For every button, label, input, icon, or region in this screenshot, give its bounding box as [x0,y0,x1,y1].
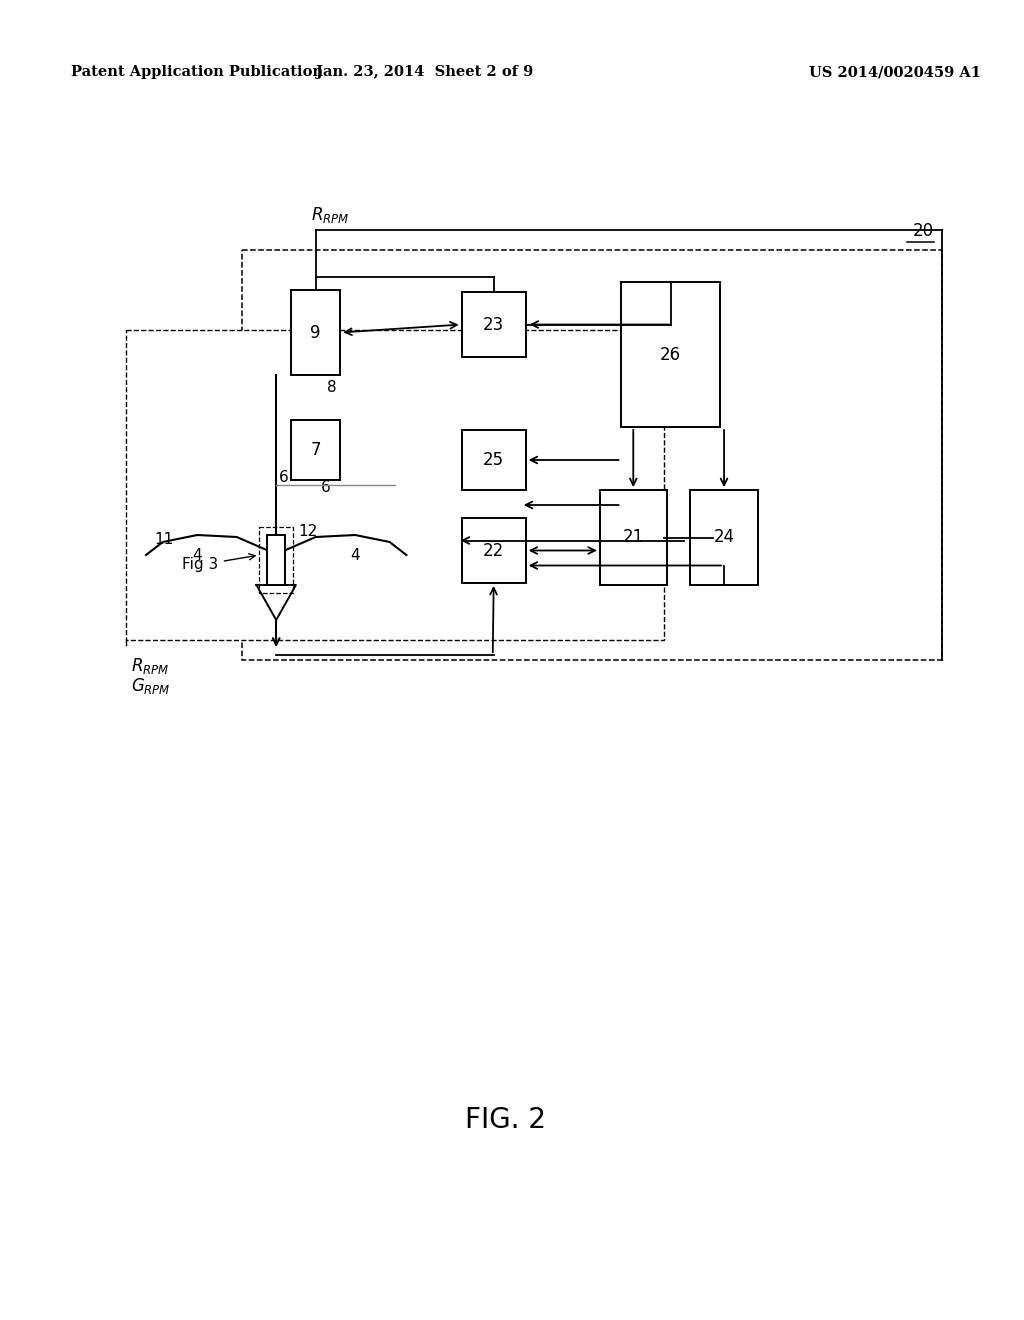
Text: 23: 23 [483,315,505,334]
Bar [291,290,340,375]
Text: 24: 24 [714,528,734,546]
Text: FIG. 2: FIG. 2 [465,1106,546,1134]
Bar [690,490,758,585]
Text: 26: 26 [660,346,681,363]
Polygon shape [256,585,296,620]
Text: 6: 6 [280,470,289,484]
Text: 20: 20 [913,222,934,240]
Text: 25: 25 [483,451,504,469]
Bar [126,330,664,640]
Bar [600,490,667,585]
Bar [242,249,942,660]
Text: $R_{RPM}$: $R_{RPM}$ [310,205,349,224]
Text: 8: 8 [328,380,337,395]
Text: 22: 22 [483,541,505,560]
Text: $R_{RPM}$: $R_{RPM}$ [131,656,170,676]
Text: 4: 4 [193,548,202,562]
Bar [259,527,293,593]
Bar [291,420,340,480]
Text: 21: 21 [623,528,644,546]
Text: 11: 11 [154,532,173,548]
Bar [267,535,285,585]
Bar [462,292,525,356]
Bar [622,282,720,426]
Text: $G_{RPM}$: $G_{RPM}$ [131,676,171,696]
Text: 7: 7 [310,441,321,459]
Text: 4: 4 [350,548,359,562]
Text: 9: 9 [310,323,321,342]
Text: 12: 12 [298,524,317,540]
Text: 3: 3 [271,597,281,612]
Text: Jan. 23, 2014  Sheet 2 of 9: Jan. 23, 2014 Sheet 2 of 9 [315,65,532,79]
Bar [462,517,525,583]
Bar [462,430,525,490]
Text: 6: 6 [321,480,331,495]
Text: Patent Application Publication: Patent Application Publication [71,65,323,79]
Text: Fig 3: Fig 3 [182,553,255,573]
Text: US 2014/0020459 A1: US 2014/0020459 A1 [809,65,981,79]
